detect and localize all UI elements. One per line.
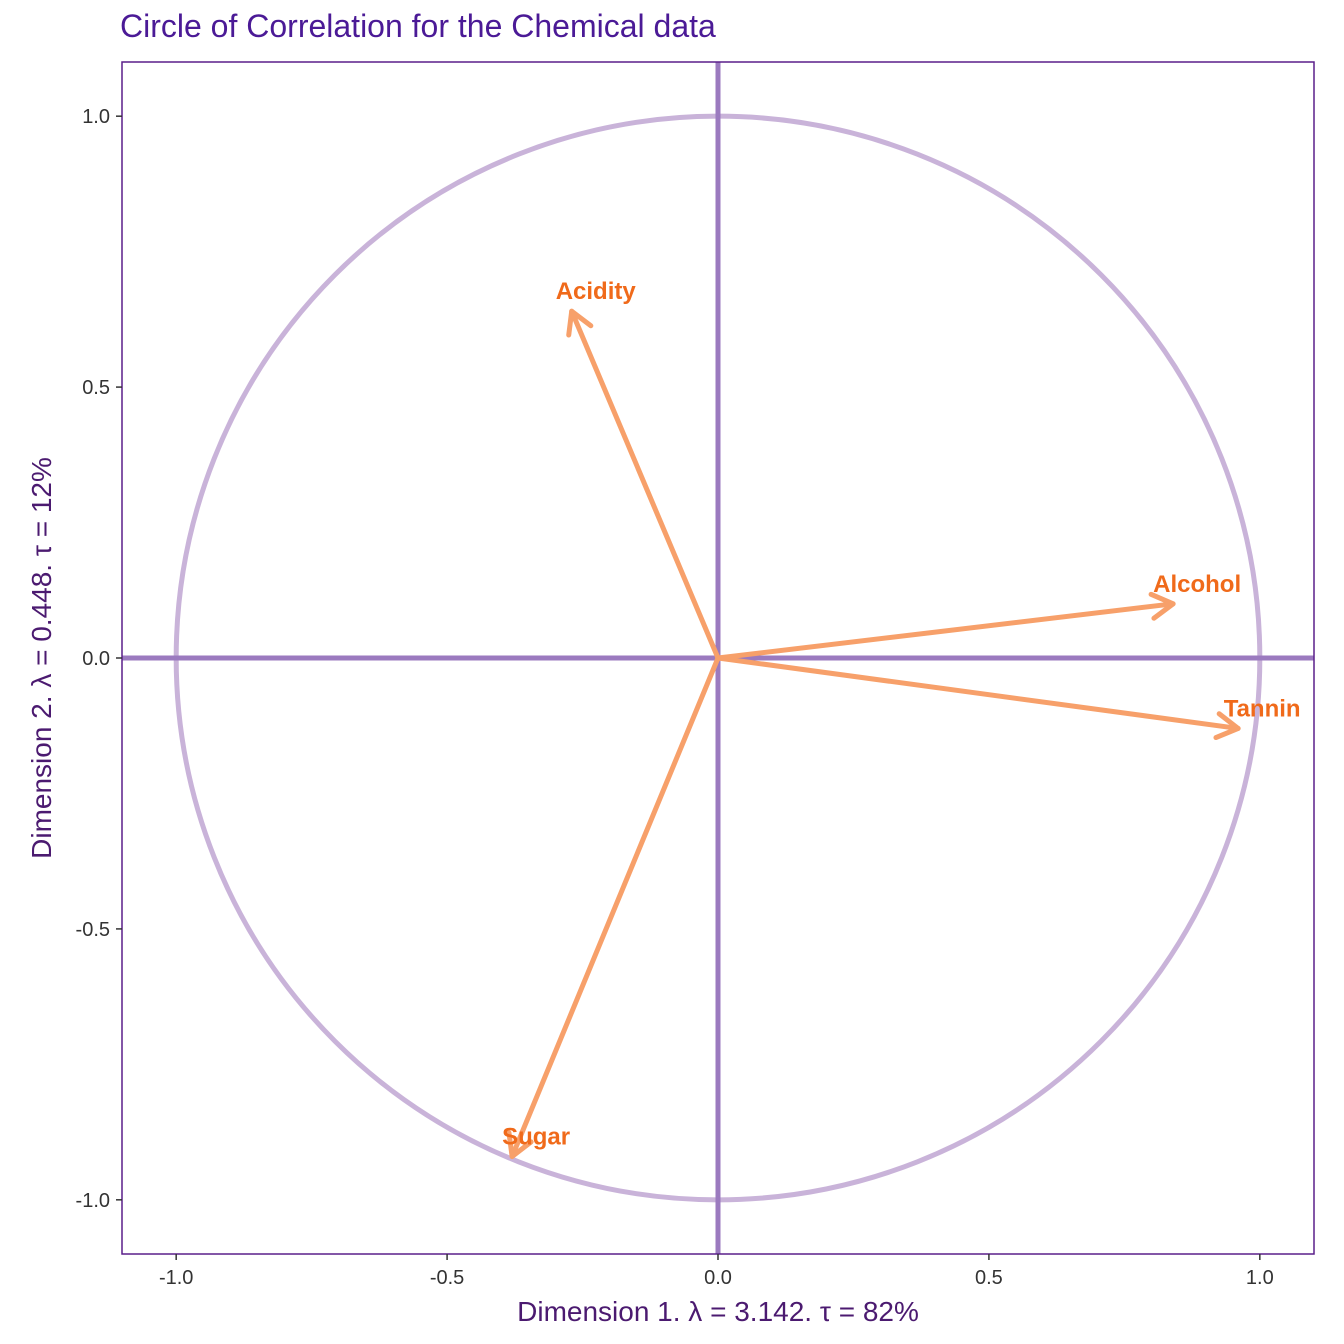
arrowhead-alcohol: [1148, 591, 1176, 621]
arrow-acidity: [569, 308, 721, 661]
x-axis-ticks: -1.0 -0.5 0.0 0.5 1.0: [159, 1254, 1274, 1289]
label-sugar: Sugar: [502, 1123, 570, 1150]
y-tick-label: 0.0: [82, 648, 110, 670]
x-tick-label: 0.0: [704, 1267, 732, 1289]
variable-arrows: [506, 308, 1241, 1159]
x-tick-label: 1.0: [1246, 1267, 1274, 1289]
variable-labels: Acidity Alcohol Tannin Sugar: [502, 278, 1300, 1150]
arrow-alcohol: [715, 601, 1176, 661]
x-tick-label: -1.0: [159, 1267, 193, 1289]
y-tick-label: -1.0: [76, 1190, 110, 1212]
chart-title: Circle of Correlation for the Chemical d…: [120, 8, 716, 44]
label-acidity: Acidity: [556, 278, 637, 305]
x-tick-label: 0.5: [975, 1267, 1003, 1289]
y-tick-label: 1.0: [82, 106, 110, 128]
arrowhead-acidity: [566, 308, 594, 338]
x-tick-label: -0.5: [430, 1267, 464, 1289]
y-tick-label: 0.5: [82, 377, 110, 399]
arrow-tannin: [715, 655, 1241, 731]
label-tannin: Tannin: [1224, 695, 1301, 722]
x-axis-label: Dimension 1. λ = 3.142. τ = 82%: [517, 1296, 919, 1327]
y-axis-ticks: -1.0 -0.5 0.0 0.5 1.0: [76, 106, 122, 1212]
arrowhead-sugar: [506, 1130, 534, 1159]
arrow-sugar: [509, 655, 721, 1159]
y-axis-label: Dimension 2. λ = 0.448. τ = 12%: [26, 457, 57, 859]
label-alcohol: Alcohol: [1153, 571, 1241, 598]
arrowhead-tannin: [1213, 711, 1241, 741]
y-tick-label: -0.5: [76, 919, 110, 941]
